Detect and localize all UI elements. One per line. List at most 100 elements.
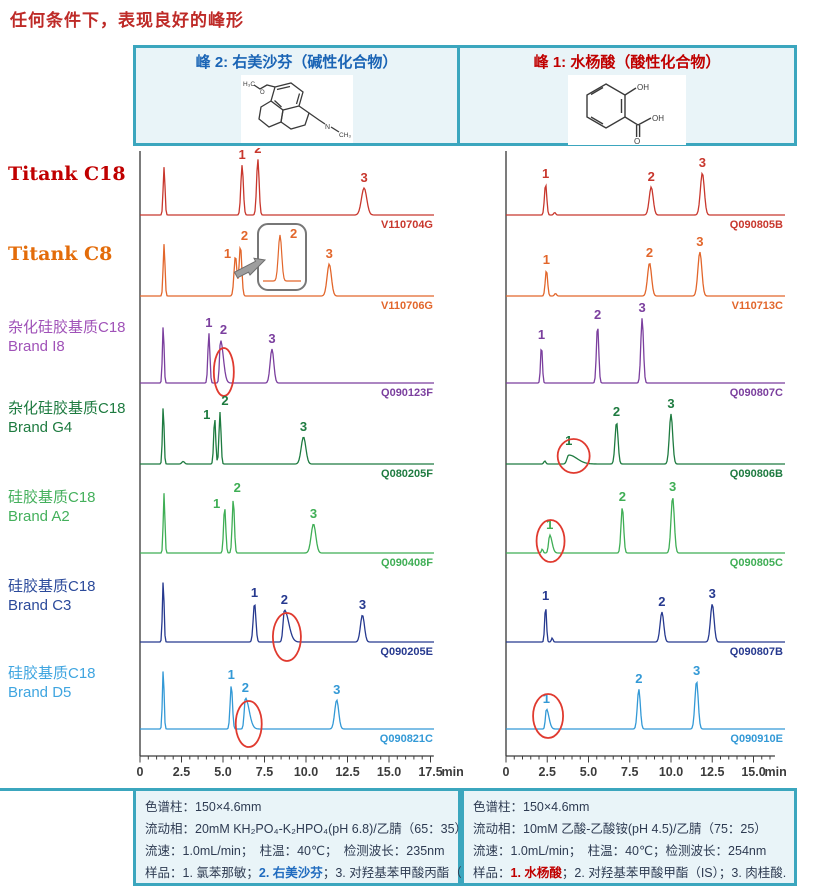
peak-label: 2 [241,228,248,243]
sample-id: V110706G [381,300,433,312]
peak-label: 1 [224,246,231,261]
trace-Q090123F [140,327,434,384]
peak-label: 1 [546,517,553,532]
trace-Q090805C [506,498,785,554]
sample-suffix: ；2. 对羟基苯甲酸甲酯（IS）；3. 肉桂酸. [561,866,787,880]
column-label-line: 硅胶基质C18 [8,578,96,595]
sample-id: Q090807B [730,646,783,658]
column-label-V110704G: Titank C18 [8,163,132,185]
peak-label: 2 [648,169,655,184]
trace-Q090408F [140,493,434,554]
zoom-inset-peak-label: 2 [290,226,297,241]
condition-mobile-phase: 流动相：20mM KH₂PO₄-K₂HPO₄(pH 6.8)/乙腈（65：35） [145,822,468,836]
carbonyl-o-label: O [634,137,640,145]
sample-id: Q090805B [730,219,783,231]
column-label-line: Brand I8 [8,338,65,355]
peak-label: 2 [594,307,601,322]
salicylic-acid-structure-svg: OH OH O [586,83,664,145]
column-label-line: 硅胶基质C18 [8,489,96,506]
x-axis-unit: min [442,765,464,779]
sample-prefix: 样品：1. 氯苯那敏； [145,866,259,880]
dextromethorphan-structure: H₃C O N CH₃ [240,75,353,143]
trace-Q090910E [506,680,785,730]
column-label-line: Brand D5 [8,684,72,701]
peak-label: 2 [220,322,227,337]
sample-id: Q090821C [380,733,433,745]
peak-label: 2 [234,480,241,495]
x-tick-label: 10.0 [659,765,683,779]
peak-label: 2 [254,148,261,156]
peak-label: 3 [268,331,275,346]
problem-peak-circle [272,612,302,662]
oxygen-label: O [260,90,265,96]
conditions-panel-right: 色谱柱：150×4.6mm 流动相：10mM 乙酸-乙酸铵(pH 4.5)/乙腈… [461,788,797,886]
header-cell-dextromethorphan: 峰 2: 右美沙芬（碱性化合物） H₃C O N CH₃ [136,48,460,143]
peak-label: 2 [635,671,642,686]
header-title-acidic-compound: 峰 1: 水杨酸（酸性化合物） [533,54,721,71]
peak-label: 3 [699,155,706,170]
peak-label: 3 [709,586,716,601]
peak-label: 3 [693,663,700,678]
divider-rule [0,788,148,791]
trace-V110706G [140,244,434,297]
n-methyl-label: CH₃ [339,132,351,139]
peak-label: 3 [667,396,674,411]
acid-oh-label: OH [652,114,664,123]
column-label-line: Brand A2 [8,508,70,525]
x-tick-label: 17.5 [418,765,442,779]
condition-samples: 样品：1. 氯苯那敏；2. 右美沙芬；3. 对羟基苯甲酸丙酯（IS）. [145,862,490,884]
sample-id: Q090805C [730,557,783,569]
column-label-line: Titank C8 [8,243,113,265]
problem-peak-circle [535,519,566,563]
dextromethorphan-structure-svg: H₃C O N CH₃ [243,81,351,139]
condition-samples: 样品：1. 水杨酸；2. 对羟基苯甲酸甲酯（IS）；3. 肉桂酸. [473,862,787,884]
page-title: 任何条件下，表现良好的峰形 [10,11,244,30]
trace-Q090807C [506,318,785,384]
sample-id: Q090807C [730,387,783,399]
sample-id: Q090123F [381,387,433,399]
condition-mobile-phase: 流动相：10mM 乙酸-乙酸铵(pH 4.5)/乙腈（75：25） [473,822,767,836]
peak-label: 1 [542,166,549,181]
column-label-line: Brand G4 [8,419,73,436]
peak-label: 1 [228,667,235,682]
peak-label: 3 [300,419,307,434]
column-label-line: 杂化硅胶基质C18 [8,400,126,417]
problem-peak-circle [556,438,591,474]
column-label-Q090408F: 硅胶基质C18 Brand A2 [8,488,132,526]
x-tick-label: 10.0 [294,765,318,779]
sample-id: V110713C [732,300,783,312]
condition-flow: 流速：1.0mL/min； 柱温：40℃；检测波长：254nm [473,844,767,858]
phenol-oh-label: OH [637,83,649,92]
salicylic-acid-structure: OH OH O [568,75,686,145]
nitrogen-label: N [325,124,330,131]
header-title-basic-compound: 峰 2: 右美沙芬（碱性化合物） [195,54,398,71]
condition-flow: 流速：1.0mL/min； 柱温：40℃； 检测波长：235nm [145,844,445,858]
peak-label: 3 [359,597,366,612]
peak-label: 2 [613,404,620,419]
column-label-Q080205F: 杂化硅胶基质C18 Brand G4 [8,399,132,437]
x-tick-label: 15.0 [741,765,765,779]
condition-column: 色谱柱：150×4.6mm [145,800,262,814]
x-tick-label: 5.0 [580,765,597,779]
column-label-line: 杂化硅胶基质C18 [8,319,126,336]
column-label-Q090205E: 硅胶基质C18 Brand C3 [8,577,132,615]
sample-highlight: 1. 水杨酸 [510,866,562,880]
sample-id: Q090910E [730,733,783,745]
peak-label: 1 [213,496,220,511]
sample-id: Q080205F [381,468,433,480]
problem-peak-circle [532,693,564,739]
trace-Q090805B [506,171,785,216]
problem-peak-circle [212,347,235,397]
peak-label: 3 [326,246,333,261]
peak-label: 1 [542,588,549,603]
column-labels: Titank C18 Titank C8 杂化硅胶基质C18 Brand I8 杂化硅胶… [0,0,133,790]
sample-highlight: 2. 右美沙芬 [258,866,323,880]
column-label-Q090821C: 硅胶基质C18 Brand D5 [8,664,132,702]
peak-label: 1 [238,148,245,162]
x-tick-label: 0 [503,765,510,779]
trace-Q090205E [140,582,434,643]
peak-label: 2 [646,245,653,260]
